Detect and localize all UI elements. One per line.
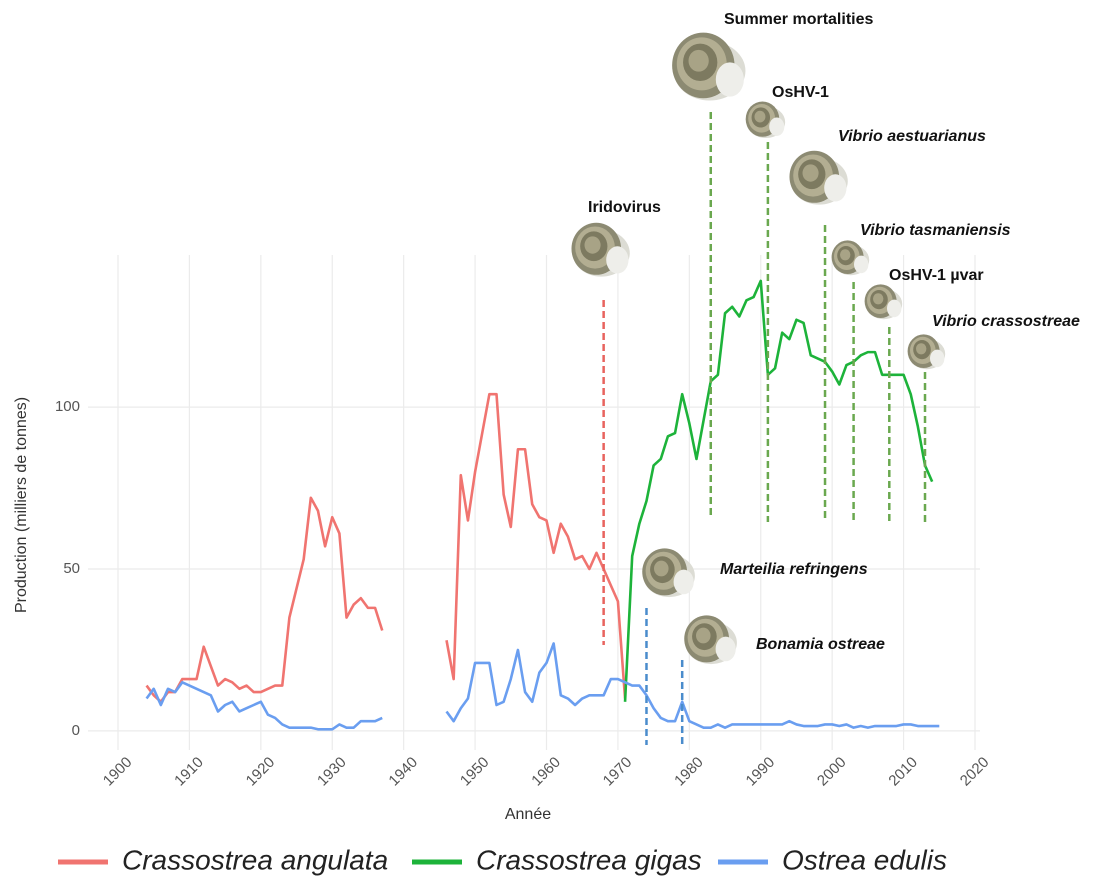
x-tick-label: 1990 xyxy=(743,754,779,790)
annotation-label: Bonamia ostreae xyxy=(756,636,885,653)
y-axis-label: Production (milliers de tonnes) xyxy=(13,397,30,613)
x-tick-label: 1940 xyxy=(385,754,421,790)
y-tick-label: 100 xyxy=(55,398,80,415)
annotation-label: Marteilia refringens xyxy=(720,561,868,578)
oyster-icon xyxy=(672,33,745,101)
x-tick-label: 1980 xyxy=(671,754,707,790)
annotation-label: Iridovirus xyxy=(588,199,661,216)
annotation-label: OsHV-1 xyxy=(772,84,829,101)
x-tick-label: 2000 xyxy=(814,754,850,790)
x-tick-label: 1900 xyxy=(100,754,136,790)
x-tick-label: 1930 xyxy=(314,754,350,790)
annotation-label: OsHV-1 µvar xyxy=(889,267,984,284)
legend-label: Ostrea edulis xyxy=(782,844,947,875)
y-tick-label: 0 xyxy=(72,722,80,739)
plot-panel xyxy=(88,255,980,750)
x-axis-label: Année xyxy=(505,806,551,823)
oyster-icon xyxy=(746,102,785,139)
chart: Année Production (milliers de tonnes) 19… xyxy=(0,0,1099,882)
annotation-label: Summer mortalities xyxy=(724,11,873,28)
legend-label: Crassostrea angulata xyxy=(122,844,388,875)
x-tick-label: 1920 xyxy=(243,754,279,790)
legend-label: Crassostrea gigas xyxy=(476,844,702,875)
y-tick-label: 50 xyxy=(63,560,80,577)
x-tick-label: 1960 xyxy=(528,754,564,790)
oyster-icon xyxy=(832,240,870,275)
x-tick-label: 1910 xyxy=(171,754,207,790)
annotation-label: Vibrio crassostreae xyxy=(932,313,1080,330)
oyster-icon xyxy=(789,151,847,205)
oyster-icon xyxy=(571,223,629,277)
x-tick-label: 1970 xyxy=(600,754,636,790)
annotation-label: Vibrio tasmaniensis xyxy=(860,222,1011,239)
annotation-label: Vibrio aestuarianus xyxy=(838,128,986,145)
x-tick-label: 1950 xyxy=(457,754,493,790)
x-tick-label: 2010 xyxy=(885,754,921,790)
x-tick-label: 2020 xyxy=(957,754,993,790)
